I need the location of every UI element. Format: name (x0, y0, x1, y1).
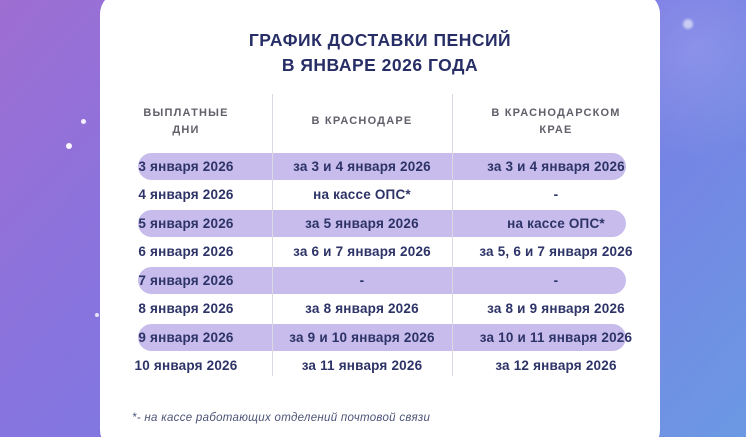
table-header-row: ВЫПЛАТНЫЕ ДНИ В КРАСНОДАРЕ В КРАСНОДАРСК… (100, 92, 660, 152)
row-highlight-pill (138, 210, 626, 237)
table-cell: на кассе ОПС* (507, 215, 605, 231)
page-title-line2: В ЯНВАРЕ 2026 ГОДА (281, 54, 479, 75)
table-cell: за 6 и 7 января 2026 (293, 244, 431, 260)
schedule-table: ВЫПЛАТНЫЕ ДНИ В КРАСНОДАРЕ В КРАСНОДАРСК… (100, 92, 660, 380)
table-cell: - (553, 187, 559, 203)
table-cell: 4 января 2026 (138, 187, 234, 203)
table-cell: - (359, 272, 365, 288)
table-cell: за 9 и 10 января 2026 (289, 329, 435, 345)
table-cell: на кассе ОПС* (313, 187, 411, 203)
table-cell: 5 января 2026 (138, 215, 234, 231)
table-cell: 7 января 2026 (138, 272, 234, 288)
page-title: ГРАФИК ДОСТАВКИ ПЕНСИЙ В ЯНВАРЕ 2026 ГОД… (100, 28, 660, 78)
table-cell: за 8 и 9 января 2026 (487, 301, 625, 317)
row-highlight-pill (138, 267, 626, 294)
table-row: 8 января 2026 за 8 января 2026 за 8 и 9 ян… (100, 295, 660, 324)
table-cell: за 10 и 11 января 2026 (479, 329, 633, 345)
schedule-card: ГРАФИК ДОСТАВКИ ПЕНСИЙ В ЯНВАРЕ 2026 ГОД… (100, 0, 660, 437)
table-row: 10 января 2026 за 11 января 2026 за 12 янв… (100, 352, 660, 381)
schedule-rows: 3 января 2026 за 3 и 4 января 2026 за 3 и … (100, 152, 660, 380)
row-highlight-pill (138, 153, 626, 180)
table-row: 3 января 2026 за 3 и 4 января 2026 за 3 и … (100, 152, 660, 181)
table-cell: 8 января 2026 (138, 301, 234, 317)
table-row: 5 января 2026 за 5 января 2026 на кассе ОП… (100, 209, 660, 238)
table-cell: 3 января 2026 (138, 158, 234, 174)
table-cell: за 8 января 2026 (305, 301, 419, 317)
column-divider (452, 94, 453, 376)
table-cell: за 12 января 2026 (495, 358, 617, 374)
table-cell: за 11 января 2026 (301, 358, 423, 374)
snow-dot-decoration (66, 143, 72, 149)
column-header-payment-days: ВЫПЛАТНЫЕ ДНИ (143, 106, 229, 136)
snow-dot-decoration (81, 119, 86, 124)
table-row: 4 января 2026 на кассе ОПС* - (100, 181, 660, 210)
table-cell: 10 января 2026 (134, 358, 238, 374)
page-title-line1: ГРАФИК ДОСТАВКИ ПЕНСИЙ (248, 30, 512, 50)
table-row: 7 января 2026 - - (100, 266, 660, 295)
footnote: *- на кассе работающих отделений почтово… (132, 412, 431, 424)
table-cell: за 5 января 2026 (305, 215, 419, 231)
table-cell: за 3 и 4 января 2026 (293, 158, 431, 174)
column-header-krasnodar: В КРАСНОДАРЕ (311, 115, 413, 128)
table-cell: за 5, 6 и 7 января 2026 (479, 244, 633, 260)
table-row: 6 января 2026 за 6 и 7 января 2026 за 5, 6… (100, 238, 660, 267)
snow-dot-decoration (683, 19, 693, 29)
column-header-krasnodar-region: В КРАСНОДАРСКОМ КРАЕ (491, 106, 621, 136)
column-divider (272, 94, 273, 376)
row-highlight-pill (138, 324, 626, 351)
table-cell: 9 января 2026 (138, 329, 234, 345)
table-cell: за 3 и 4 января 2026 (487, 158, 625, 174)
table-row: 9 января 2026 за 9 и 10 января 2026 за 10 … (100, 323, 660, 352)
snow-dot-decoration (95, 313, 99, 317)
table-cell: - (553, 272, 559, 288)
table-cell: 6 января 2026 (138, 244, 234, 260)
